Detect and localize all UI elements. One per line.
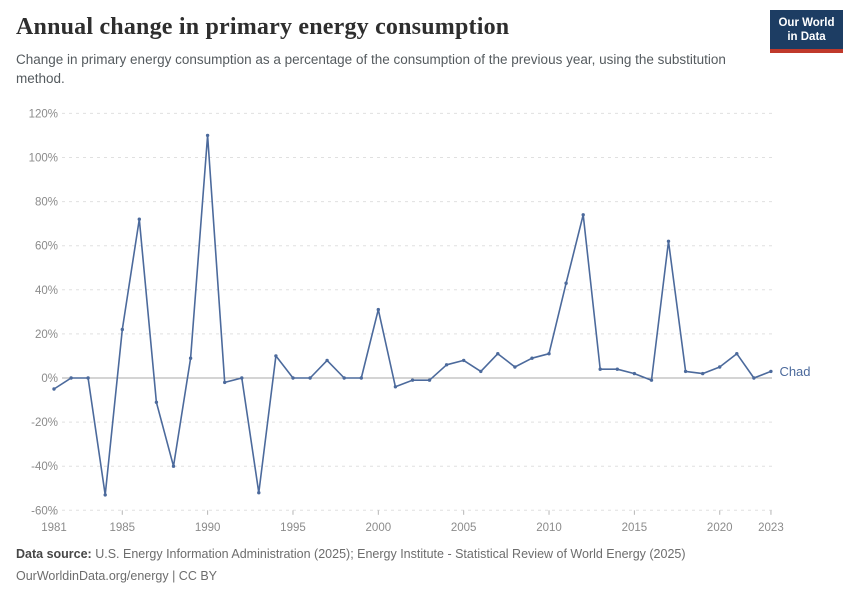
data-point-marker[interactable] bbox=[496, 352, 500, 356]
x-tick-label: 2000 bbox=[366, 522, 392, 534]
x-tick-label: 2010 bbox=[536, 522, 562, 534]
data-point-marker[interactable] bbox=[240, 376, 244, 380]
chart-footer: Data source: U.S. Energy Information Adm… bbox=[16, 543, 686, 587]
data-point-marker[interactable] bbox=[69, 376, 73, 380]
data-point-marker[interactable] bbox=[308, 376, 312, 380]
data-point-marker[interactable] bbox=[701, 371, 705, 376]
data-point-marker[interactable] bbox=[205, 133, 210, 138]
y-tick-label: -60% bbox=[31, 505, 58, 517]
data-source-line: Data source: U.S. Energy Information Adm… bbox=[16, 543, 686, 565]
data-point-marker[interactable] bbox=[581, 213, 585, 217]
data-point-marker[interactable] bbox=[223, 380, 227, 385]
y-tick-label: -40% bbox=[31, 461, 58, 473]
y-tick-label: 120% bbox=[29, 108, 58, 120]
data-point-marker[interactable] bbox=[666, 239, 671, 243]
y-tick-label: 20% bbox=[35, 329, 58, 341]
data-point-marker[interactable] bbox=[683, 369, 688, 374]
data-point-marker[interactable] bbox=[427, 378, 432, 382]
owid-logo-line1: Our World bbox=[778, 17, 835, 29]
data-point-marker[interactable] bbox=[376, 307, 380, 312]
data-point-marker[interactable] bbox=[103, 493, 107, 497]
x-tick-label: 1985 bbox=[109, 522, 135, 534]
data-point-marker[interactable] bbox=[530, 356, 534, 360]
data-point-marker[interactable] bbox=[444, 363, 449, 367]
data-point-marker[interactable] bbox=[154, 400, 159, 404]
data-point-marker[interactable] bbox=[564, 281, 568, 285]
page-title: Annual change in primary energy consumpt… bbox=[16, 14, 510, 40]
y-tick-label: 80% bbox=[35, 197, 58, 209]
data-point-marker[interactable] bbox=[513, 365, 517, 369]
series-end-label: Chad bbox=[779, 364, 810, 379]
license-line: OurWorldinData.org/energy | CC BY bbox=[16, 569, 218, 583]
data-point-marker[interactable] bbox=[735, 352, 739, 356]
line-chart[interactable]: 120% 100% 80% 60% 40% 20% 0% -20% -40% -60% 1981 19… bbox=[0, 98, 850, 543]
chart-subtitle: Change in primary energy consumption as … bbox=[16, 52, 726, 87]
data-point-marker[interactable] bbox=[342, 376, 346, 380]
data-point-marker[interactable] bbox=[359, 376, 363, 380]
data-point-marker[interactable] bbox=[718, 365, 722, 369]
data-point-marker[interactable] bbox=[615, 367, 619, 371]
x-tick-label: 2023 bbox=[758, 522, 784, 534]
y-tick-label: 0% bbox=[41, 373, 58, 385]
x-tick-label: 1990 bbox=[195, 522, 221, 534]
x-tick-label: 2020 bbox=[707, 522, 733, 534]
data-point-marker[interactable] bbox=[274, 354, 278, 358]
data-point-marker[interactable] bbox=[752, 376, 756, 380]
data-source-text: U.S. Energy Information Administration (… bbox=[91, 547, 686, 561]
data-point-marker[interactable] bbox=[257, 491, 261, 495]
data-point-marker[interactable] bbox=[325, 358, 329, 363]
owid-logo-line2: in Data bbox=[787, 31, 826, 43]
x-tick-label: 2005 bbox=[451, 522, 477, 534]
x-tick-label: 1981 bbox=[41, 522, 67, 534]
data-point-marker[interactable] bbox=[598, 367, 602, 371]
y-tick-label: 60% bbox=[35, 241, 58, 253]
data-point-marker[interactable] bbox=[137, 217, 141, 221]
data-point-marker[interactable] bbox=[120, 327, 125, 332]
y-tick-label: -20% bbox=[31, 417, 58, 429]
data-point-marker[interactable] bbox=[769, 369, 773, 374]
data-point-marker[interactable] bbox=[52, 387, 56, 391]
data-point-marker[interactable] bbox=[188, 356, 193, 360]
data-point-marker[interactable] bbox=[171, 464, 176, 468]
data-point-marker[interactable] bbox=[547, 352, 551, 356]
series-line[interactable] bbox=[53, 134, 772, 496]
data-point-marker[interactable] bbox=[462, 358, 466, 363]
y-tick-label: 100% bbox=[29, 153, 58, 165]
owid-logo: Our World in Data bbox=[770, 10, 843, 53]
chart-header: Annual change in primary energy consumpt… bbox=[16, 14, 750, 88]
data-point-marker[interactable] bbox=[632, 371, 637, 376]
data-source-label: Data source: bbox=[16, 547, 92, 561]
x-tick-label: 2015 bbox=[622, 522, 648, 534]
data-point-marker[interactable] bbox=[479, 369, 483, 374]
data-point-marker[interactable] bbox=[393, 385, 398, 389]
data-point-marker[interactable] bbox=[291, 376, 295, 380]
data-point-marker[interactable] bbox=[86, 376, 90, 380]
data-point-marker[interactable] bbox=[410, 378, 415, 382]
y-tick-label: 40% bbox=[35, 285, 58, 297]
x-tick-label: 1995 bbox=[280, 522, 306, 534]
data-point-marker[interactable] bbox=[649, 378, 654, 382]
